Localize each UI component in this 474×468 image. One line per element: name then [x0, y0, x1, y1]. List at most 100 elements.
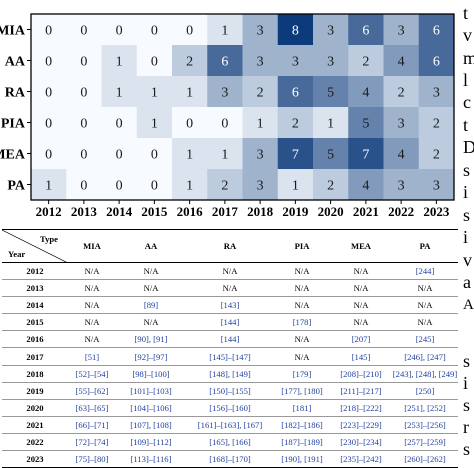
reference-cell[interactable]: [244]	[415, 266, 435, 277]
reference-cell: N/A	[143, 283, 159, 294]
year-cell: 2023	[26, 454, 44, 465]
heatmap-value-label: 4	[362, 179, 369, 194]
reference-cell[interactable]: [72]–[74]	[75, 436, 109, 447]
heatmap-value-label: 0	[80, 117, 87, 132]
reference-cell[interactable]: [89]	[143, 300, 159, 311]
heatmap-cell	[31, 14, 67, 46]
reference-cell[interactable]: [113]–[116]	[130, 454, 172, 465]
reference-table: Type Year MIA AA RA PIA MEA PA 2012 N/A N/…	[2, 229, 458, 468]
reference-cell[interactable]: [144]	[220, 317, 240, 328]
heatmap-cell	[136, 138, 173, 170]
heatmap-value-label: 3	[257, 55, 264, 70]
reference-cell[interactable]: [251], [252]	[404, 402, 446, 413]
heatmap-value-label: 1	[186, 148, 193, 163]
reference-cell[interactable]: [98]–[100]	[132, 368, 170, 379]
heatmap-value-label: 3	[257, 24, 264, 39]
right-text-fragment: m	[463, 48, 474, 68]
reference-cell[interactable]: [243], [248], [249]	[392, 368, 458, 379]
reference-cell[interactable]: [55]–[62]	[75, 385, 109, 396]
heatmap-value-label: 0	[116, 179, 123, 194]
reference-cell[interactable]: [66]–[71]	[75, 419, 109, 430]
right-text-fragment: s	[463, 439, 471, 459]
heatmap-cell	[242, 76, 279, 108]
heatmap-value-label: 7	[362, 148, 369, 163]
reference-cell[interactable]: [156]–[160]	[209, 402, 251, 413]
reference-cell[interactable]: [107], [108]	[130, 419, 172, 430]
reference-cell[interactable]: [218]–[222]	[340, 402, 382, 413]
reference-cell[interactable]: [230]–[234]	[340, 436, 382, 447]
reference-cell[interactable]: [207]	[351, 334, 371, 345]
reference-cell[interactable]: [52]–[54]	[75, 368, 109, 379]
reference-cell[interactable]: [150]–[155]	[209, 385, 251, 396]
reference-cell[interactable]: [223]–[229]	[340, 419, 382, 430]
reference-cell[interactable]: [101]–[103]	[130, 385, 172, 396]
heatmap-cell	[101, 169, 138, 201]
heatmap-value-label: 0	[45, 55, 52, 70]
reference-cell[interactable]: [187]–[189]	[281, 436, 323, 447]
reference-cell[interactable]: [75]–[80]	[75, 454, 109, 465]
reference-cell: N/A	[294, 300, 310, 311]
heatmap-cell	[277, 169, 314, 201]
heatmap-cell	[66, 138, 102, 170]
reference-cell[interactable]: [177], [180]	[281, 385, 323, 396]
reference-cell[interactable]: [246], [247]	[404, 351, 446, 362]
reference-cell[interactable]: [235]–[242]	[340, 454, 382, 465]
reference-cell: N/A	[353, 300, 369, 311]
reference-cell[interactable]: [165], [166]	[209, 436, 251, 447]
heatmap-value-label: 3	[292, 55, 299, 70]
reference-cell[interactable]: [145]–[147]	[209, 351, 251, 362]
year-cell: 2016	[26, 334, 44, 345]
heatmap-value-label: 3	[327, 55, 334, 70]
heatmap-value-label: 1	[116, 86, 123, 101]
reference-cell[interactable]: [144]	[220, 334, 240, 345]
heatmap-value-label: 3	[327, 24, 334, 39]
reference-cell[interactable]: [90], [91]	[134, 334, 168, 345]
reference-cell[interactable]: [143]	[220, 300, 240, 311]
table-row: 2022 [72]–[74] [109]–[112] [165], [166] [187…	[2, 433, 458, 451]
heatmap-value-label: 3	[257, 148, 264, 163]
reference-cell[interactable]: [145]	[351, 351, 371, 362]
reference-cell[interactable]: [250]	[415, 385, 435, 396]
reference-cell[interactable]: [208]–[210]	[340, 368, 382, 379]
year-cell: 2017	[26, 351, 44, 362]
reference-cell[interactable]: [161]–[163], [167]	[197, 419, 263, 430]
reference-cell[interactable]: [182]–[186]	[281, 419, 323, 430]
reference-cell[interactable]: [63]–[65]	[75, 402, 109, 413]
reference-cell[interactable]: [168]–[170]	[209, 454, 251, 465]
reference-cell[interactable]: [245]	[415, 334, 435, 345]
reference-cell[interactable]: [260]–[262]	[404, 454, 446, 465]
reference-cell: N/A	[353, 283, 369, 294]
reference-cell[interactable]: [178]	[292, 317, 312, 328]
heatmap-value-label: 6	[292, 86, 299, 101]
column-header: MIA	[83, 241, 101, 251]
heatmap-value-label: 1	[116, 55, 123, 70]
reference-cell[interactable]: [190], [191]	[281, 454, 323, 465]
table-row: 2017 [51] [92]–[97] [145]–[147] N/A [145] [246…	[2, 348, 458, 366]
reference-cell[interactable]: [257]–[259]	[404, 436, 446, 447]
right-text-fragment: s	[463, 351, 471, 371]
reference-cell[interactable]: [109]–[112]	[130, 436, 172, 447]
y-tick-label: MIA	[0, 24, 26, 39]
heatmap-cell	[277, 107, 314, 139]
right-text-fragment: i	[463, 373, 469, 393]
reference-cell[interactable]: [51]	[84, 351, 100, 362]
reference-cell[interactable]: [92]–[97]	[134, 351, 168, 362]
year-cell: 2021	[26, 419, 44, 430]
right-text-fragment: a	[463, 272, 471, 292]
heatmap-value-label: 2	[221, 179, 228, 194]
table-row: 2023 [75]–[80] [113]–[116] [168]–[170] [190]…	[2, 451, 458, 468]
heatmap-cell	[383, 169, 420, 201]
heatmap-cell	[277, 45, 314, 77]
reference-cell[interactable]: [104]–[106]	[130, 402, 172, 413]
reference-cell[interactable]: [211]–[217]	[340, 385, 382, 396]
reference-cell[interactable]: [253]–[256]	[404, 419, 446, 430]
x-tick-label: 2022	[388, 204, 414, 219]
heatmap-value-label: 0	[151, 24, 158, 39]
reference-cell[interactable]: [148], [149]	[209, 368, 251, 379]
reference-cell[interactable]: [181]	[292, 402, 312, 413]
reference-cell[interactable]: [179]	[292, 368, 312, 379]
heatmap-cell	[31, 76, 67, 108]
heatmap-value-label: 2	[186, 55, 193, 70]
heatmap-cell	[136, 107, 173, 139]
table-row: 2021 [66]–[71] [107], [108] [161]–[163], [1…	[2, 416, 458, 434]
